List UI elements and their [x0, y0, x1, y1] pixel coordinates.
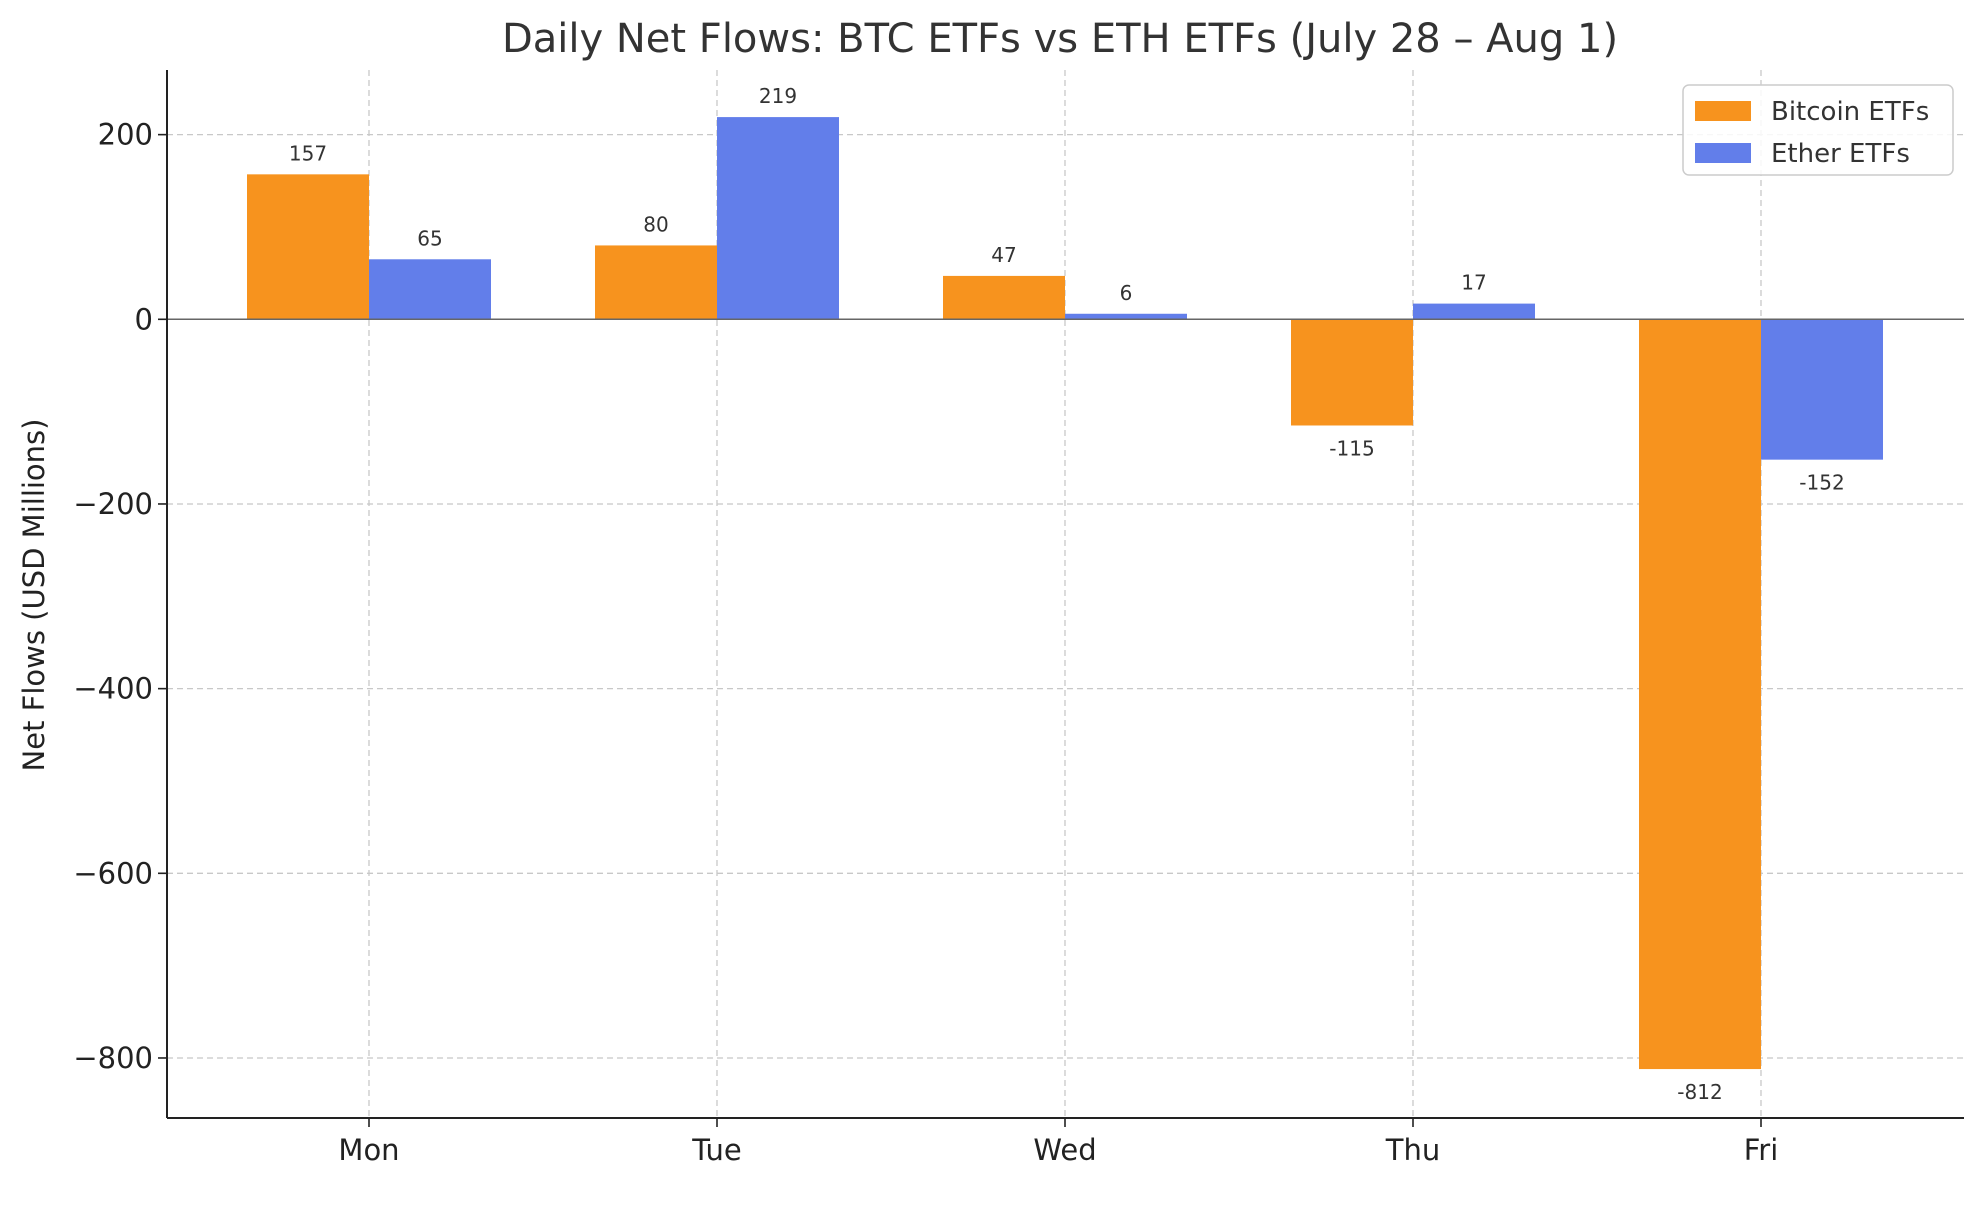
y-tick-label: −200 — [73, 487, 153, 521]
data-label-bitcoin-etfs-tue: 80 — [643, 212, 668, 236]
data-label-ether-etfs-thu: 17 — [1461, 271, 1486, 295]
y-axis-label: Net Flows (USD Millions) — [17, 419, 51, 772]
chart-title: Daily Net Flows: BTC ETFs vs ETH ETFs (J… — [502, 16, 1618, 62]
bar-bitcoin-etfs-thu — [1291, 319, 1413, 426]
x-tick-label: Tue — [691, 1133, 742, 1167]
data-label-bitcoin-etfs-wed: 47 — [991, 243, 1016, 267]
data-label-ether-etfs-tue: 219 — [759, 84, 797, 108]
data-labels: 157 80 47 -115 -812 65 219 6 17 -152 — [289, 84, 1845, 1104]
legend-label-bitcoin-etfs: Bitcoin ETFs — [1771, 97, 1929, 127]
bars — [247, 117, 1883, 1070]
legend-swatch-bitcoin-etfs — [1695, 101, 1751, 121]
y-tick-label: 0 — [135, 302, 153, 336]
x-tick-label: Thu — [1385, 1133, 1440, 1167]
y-tick-label: −400 — [73, 672, 153, 706]
x-tick-label: Mon — [338, 1133, 399, 1167]
legend-label-ether-etfs: Ether ETFs — [1771, 139, 1910, 169]
y-tick-label: −600 — [73, 856, 153, 890]
bar-ether-etfs-fri — [1761, 319, 1883, 460]
bar-bitcoin-etfs-mon — [247, 174, 369, 320]
data-label-bitcoin-etfs-mon: 157 — [289, 141, 327, 165]
bar-bitcoin-etfs-fri — [1639, 319, 1761, 1070]
data-label-bitcoin-etfs-thu: -115 — [1329, 436, 1374, 460]
bar-ether-etfs-mon — [369, 259, 491, 320]
axes: 200 0 −200 −400 −600 −800 Mon Tue Wed Thu Fri — [73, 70, 1964, 1167]
legend-swatch-ether-etfs — [1695, 143, 1751, 163]
bar-ether-etfs-wed — [1065, 313, 1187, 320]
y-tick-label: −800 — [73, 1041, 153, 1075]
bar-ether-etfs-tue — [717, 117, 839, 320]
bar-bitcoin-etfs-wed — [943, 275, 1065, 320]
x-tick-label: Fri — [1744, 1133, 1779, 1167]
y-tick-label: 200 — [98, 118, 153, 152]
legend: Bitcoin ETFs Ether ETFs — [1682, 84, 1954, 176]
data-label-bitcoin-etfs-fri: -812 — [1677, 1080, 1722, 1104]
bar-bitcoin-etfs-tue — [595, 245, 717, 320]
data-label-ether-etfs-fri: -152 — [1799, 471, 1844, 495]
data-label-ether-etfs-wed: 6 — [1120, 281, 1133, 305]
bar-ether-etfs-thu — [1413, 303, 1535, 320]
x-tick-label: Wed — [1033, 1133, 1096, 1167]
data-label-ether-etfs-mon: 65 — [417, 226, 442, 250]
